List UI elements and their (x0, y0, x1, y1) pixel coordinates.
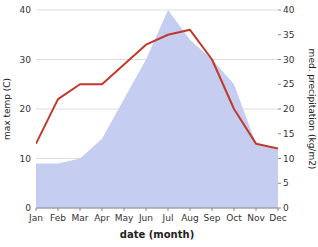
y2-tick (278, 10, 281, 11)
y2-tick-label: 0 (283, 203, 289, 213)
y2-tick-label: 15 (283, 129, 294, 139)
y2-tick-label: 5 (283, 178, 289, 188)
y-tick-label: 40 (20, 5, 32, 15)
y-tick-label: 30 (20, 55, 32, 65)
y2-tick (278, 183, 281, 184)
x-tick-label: Dec (269, 213, 286, 223)
x-tick-label: Jul (162, 213, 174, 223)
x-tick (58, 208, 59, 211)
y2-tick-label: 25 (283, 79, 294, 89)
x-tick-label: Feb (50, 213, 66, 223)
y-tick-label: 0 (25, 203, 31, 213)
x-tick-label: Aug (181, 213, 199, 223)
x-tick (256, 208, 257, 211)
x-tick (124, 208, 125, 211)
plot-area (36, 10, 278, 208)
x-tick (212, 208, 213, 211)
x-axis-line (36, 208, 278, 209)
y-tick-label: 10 (20, 154, 32, 164)
y2-tick-label: 40 (283, 5, 295, 15)
y2-tick (278, 158, 281, 159)
x-tick-label: Nov (247, 213, 265, 223)
precipitation-area (36, 10, 278, 208)
x-tick (80, 208, 81, 211)
x-tick (146, 208, 147, 211)
y2-tick-label: 35 (283, 30, 294, 40)
x-tick (190, 208, 191, 211)
x-tick-label: Apr (94, 213, 110, 223)
y2-tick (278, 84, 281, 85)
grid-line (36, 10, 278, 11)
x-tick-label: Oct (226, 213, 242, 223)
y2-tick (278, 133, 281, 134)
y2-tick-label: 30 (283, 55, 295, 65)
y-tick-label: 20 (20, 104, 32, 114)
chart: JanFebMarAprMayJunJulAugSepOctNovDec0102… (0, 0, 318, 247)
x-tick (36, 208, 37, 211)
y-axis-label: max temp (C) (2, 78, 12, 140)
y2-tick (278, 208, 281, 209)
y2-axis-label: med. precipitation (kg/m2) (307, 49, 317, 170)
y2-tick (278, 34, 281, 35)
grid-line (36, 208, 278, 209)
x-tick-label: May (115, 213, 134, 223)
y2-tick (278, 59, 281, 60)
x-tick-label: Jan (28, 213, 43, 223)
x-tick-label: Jun (138, 213, 153, 223)
y2-tick-label: 10 (283, 154, 295, 164)
y2-tick (278, 109, 281, 110)
temperature-line (36, 30, 278, 149)
x-tick (102, 208, 103, 211)
x-tick-label: Sep (204, 213, 221, 223)
y2-tick-label: 20 (283, 104, 295, 114)
x-tick-label: Mar (72, 213, 89, 223)
x-tick (234, 208, 235, 211)
x-tick (168, 208, 169, 211)
x-axis-label: date (month) (120, 229, 194, 240)
